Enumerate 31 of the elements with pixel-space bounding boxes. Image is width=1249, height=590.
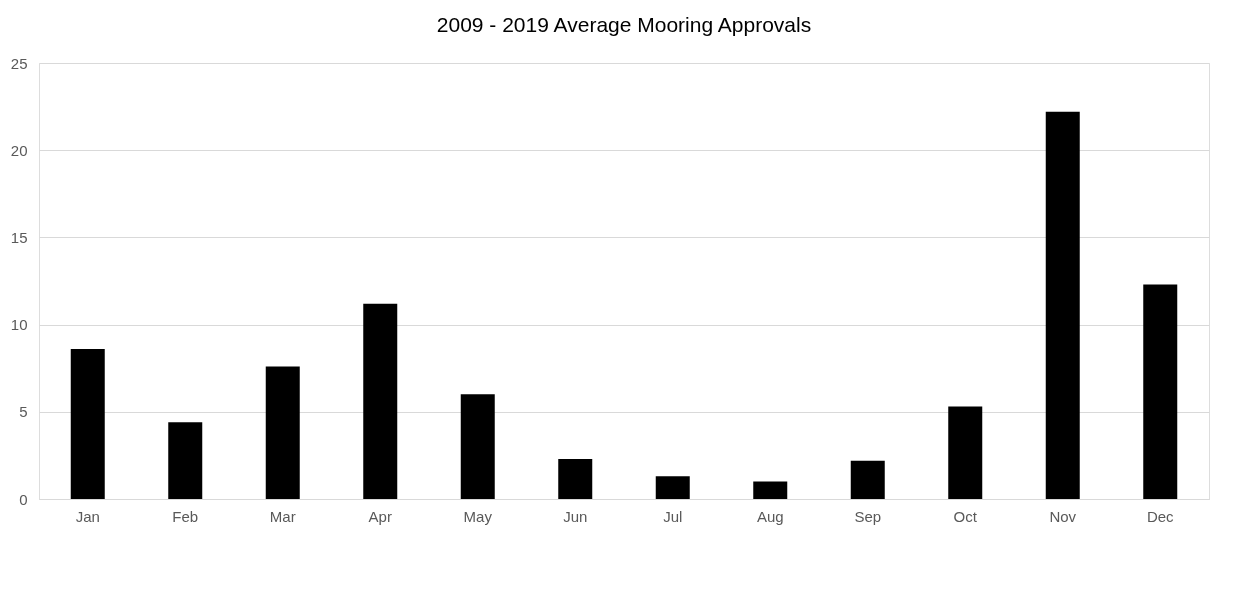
x-tick-label: Aug	[756, 507, 784, 525]
chart-title: 2009 - 2019 Average Mooring Approvals	[436, 13, 812, 36]
x-tick-label: Mar	[269, 507, 296, 525]
x-tick-label: Sep	[854, 507, 882, 525]
bar	[850, 460, 885, 499]
y-tick-label: 25	[10, 54, 28, 72]
y-tick-label: 10	[10, 316, 28, 334]
x-tick-label: Jan	[75, 507, 100, 525]
x-tick-label: Dec	[1146, 507, 1175, 525]
x-tick-label: May	[463, 507, 493, 525]
bar	[655, 476, 690, 499]
bar	[558, 458, 593, 499]
x-tick-label: Jun	[563, 507, 588, 525]
bar	[753, 481, 788, 499]
bar	[363, 303, 398, 499]
bar	[948, 406, 983, 499]
y-tick-label: 5	[19, 403, 28, 421]
bar	[1143, 284, 1178, 499]
x-tick-label: Apr	[368, 507, 392, 525]
x-tick-label: Feb	[172, 507, 199, 525]
y-tick-label: 0	[19, 490, 28, 508]
x-tick-label: Nov	[1049, 507, 1077, 525]
x-tick-label: Oct	[953, 507, 978, 525]
bar	[70, 349, 105, 499]
bar	[460, 394, 495, 499]
bar	[1045, 111, 1080, 499]
x-tick-label: Jul	[663, 507, 683, 525]
bar	[168, 422, 203, 499]
y-tick-label: 15	[10, 228, 28, 246]
y-tick-label: 20	[10, 141, 28, 159]
bar	[265, 366, 300, 499]
